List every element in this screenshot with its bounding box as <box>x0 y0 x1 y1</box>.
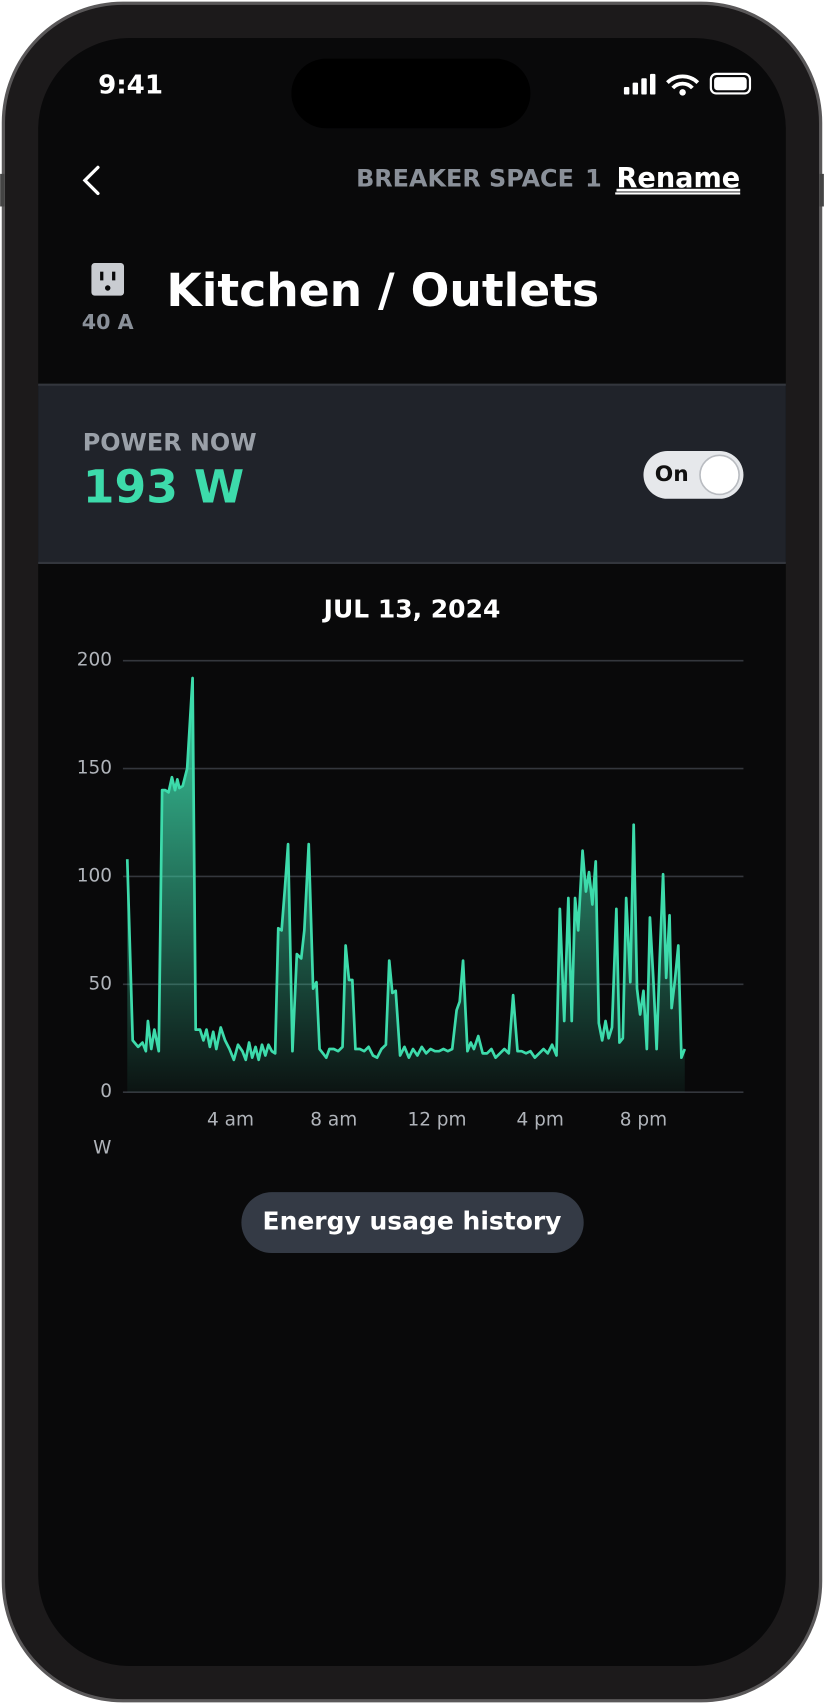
line <box>125 676 687 1062</box>
history-button[interactable] <box>241 1192 584 1254</box>
outlet-icon <box>91 262 125 296</box>
y-tick-label: 150 <box>77 758 112 779</box>
x-tick-label: 12 pm <box>407 1109 466 1130</box>
side-button <box>0 173 5 207</box>
side-button <box>819 173 824 207</box>
battery-icon <box>709 72 752 95</box>
x-tick-label: 8 pm <box>620 1109 667 1130</box>
breaker-space: 1 <box>585 164 602 192</box>
dynamic-island <box>291 58 531 129</box>
y-axis-unit: W <box>93 1138 111 1159</box>
back-button[interactable] <box>82 165 100 196</box>
wifi-dot <box>679 89 686 96</box>
power-label: POWER NOW <box>83 428 257 456</box>
y-tick-label: 50 <box>89 973 113 994</box>
chart: 0 50 100 150 200 4 am 8 am 12 pm 4 pm 8 pm <box>77 650 744 1130</box>
amperage: 40 A <box>82 310 134 334</box>
x-tick-label: 4 pm <box>517 1109 564 1130</box>
circuit-name: Kitchen / Outlets <box>166 264 599 317</box>
area-fill <box>127 677 685 1093</box>
toggle-knob <box>699 454 740 496</box>
status-time: 9:41 <box>98 70 163 100</box>
breaker-label: BREAKER SPACE <box>356 164 574 192</box>
outlet-slot <box>112 271 116 281</box>
wifi-icon <box>666 74 700 90</box>
power-value: 193 W <box>83 461 244 514</box>
x-tick-label: 8 am <box>310 1109 357 1130</box>
toggle-label: On <box>655 462 689 487</box>
y-tick-label: 0 <box>100 1081 112 1102</box>
signal-icon <box>623 73 656 95</box>
y-tick-label: 100 <box>77 865 112 886</box>
x-tick-label: 4 am <box>207 1109 254 1130</box>
battery-level <box>714 77 747 91</box>
outlet-slot <box>100 271 104 281</box>
chart-title: JUL 13, 2024 <box>322 595 501 624</box>
rename-link[interactable]: Rename <box>616 163 740 194</box>
outlet-ground <box>104 285 111 291</box>
y-tick-label: 200 <box>77 650 112 671</box>
history-button-label: Energy usage history <box>263 1207 562 1236</box>
